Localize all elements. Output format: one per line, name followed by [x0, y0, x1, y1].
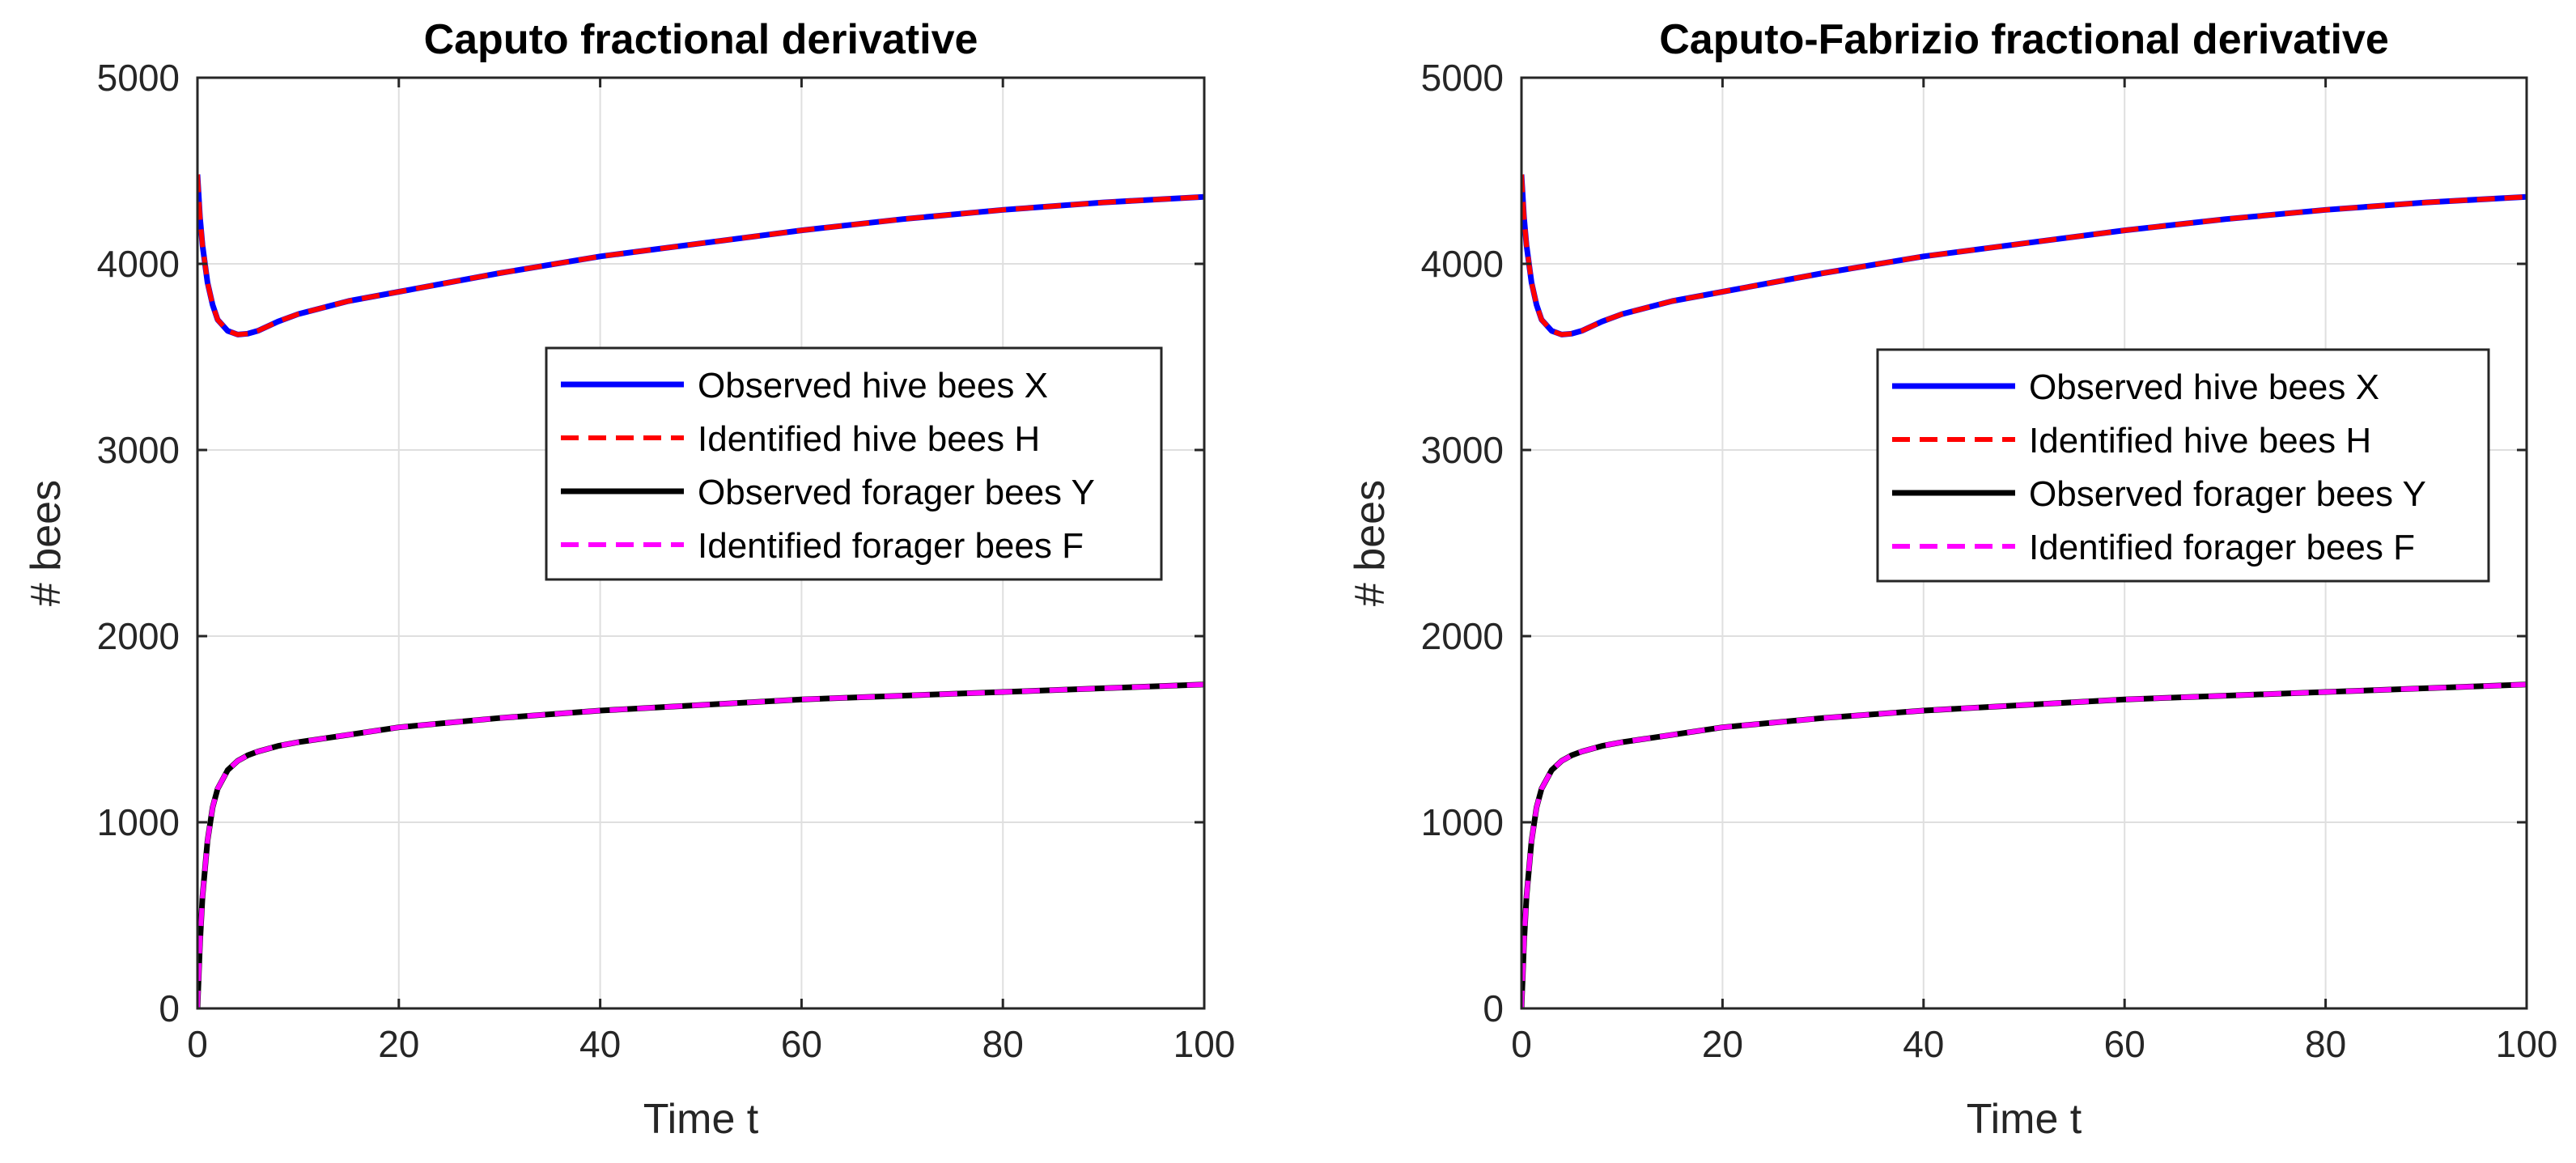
y-tick-label: 4000 [97, 243, 180, 285]
chart-title: Caputo-Fabrizio fractional derivative [1659, 16, 2389, 63]
legend: Observed hive bees X Identified hive bees… [545, 346, 1163, 581]
y-tick-label: 2000 [97, 615, 180, 657]
x-axis-label: Time t [643, 1096, 759, 1143]
y-tick-label: 5000 [1421, 57, 1504, 99]
legend-label: Observed hive bees X [698, 366, 1048, 405]
y-tick-label: 1000 [97, 801, 180, 843]
legend-label: Observed forager bees Y [698, 473, 1095, 512]
y-tick-label: 3000 [97, 429, 180, 471]
series-line [1521, 681, 2527, 1008]
x-tick-label: 100 [1173, 1023, 1236, 1065]
chart-title: Caputo fractional derivative [424, 16, 978, 63]
x-tick-label: 0 [187, 1023, 208, 1065]
y-axis-label: # bees [1347, 480, 1394, 606]
series-line [1521, 174, 2527, 337]
axes-box [1520, 76, 2528, 1010]
x-tick-label: 80 [2305, 1023, 2346, 1065]
chart-panel-caputo: 0 20 40 60 80 100010002000300040005000Caputo … [23, 16, 1235, 1143]
x-tick-label: 80 [982, 1023, 1024, 1065]
x-tick-label: 60 [781, 1023, 822, 1065]
chart-panel-caputo-fabrizio: 0 20 40 60 80 100010002000300040005000Caputo-… [1347, 16, 2557, 1143]
y-tick-label: 0 [1483, 987, 1504, 1029]
legend: Observed hive bees X Identified hive bees… [1876, 348, 2490, 583]
x-axis-label: Time t [1967, 1096, 2082, 1143]
x-tick-label: 40 [1903, 1023, 1944, 1065]
y-tick-label: 3000 [1421, 429, 1504, 471]
x-tick-label: 20 [1702, 1023, 1743, 1065]
y-tick-label: 5000 [97, 57, 180, 99]
y-tick-label: 4000 [1421, 243, 1504, 285]
legend-label: Observed hive bees X [2029, 367, 2379, 407]
y-axis-label: # bees [23, 480, 70, 606]
series-line [197, 174, 1204, 337]
series-line [197, 681, 1204, 1008]
x-tick-label: 60 [2104, 1023, 2145, 1065]
legend-label: Identified forager bees F [2029, 528, 2415, 567]
y-tick-label: 2000 [1421, 615, 1504, 657]
legend-label: Identified hive bees H [698, 419, 1040, 459]
x-tick-label: 40 [579, 1023, 621, 1065]
axes-box [196, 76, 1206, 1010]
x-tick-label: 20 [378, 1023, 419, 1065]
x-tick-label: 100 [2496, 1023, 2558, 1065]
legend-label: Identified forager bees F [698, 526, 1084, 566]
legend-label: Observed forager bees Y [2029, 474, 2426, 514]
y-tick-label: 1000 [1421, 801, 1504, 843]
legend-label: Identified hive bees H [2029, 421, 2371, 461]
y-tick-label: 0 [159, 987, 180, 1029]
x-tick-label: 0 [1511, 1023, 1532, 1065]
